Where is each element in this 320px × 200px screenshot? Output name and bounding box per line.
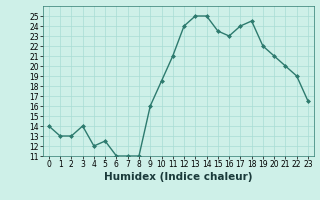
X-axis label: Humidex (Indice chaleur): Humidex (Indice chaleur) [104, 172, 253, 182]
